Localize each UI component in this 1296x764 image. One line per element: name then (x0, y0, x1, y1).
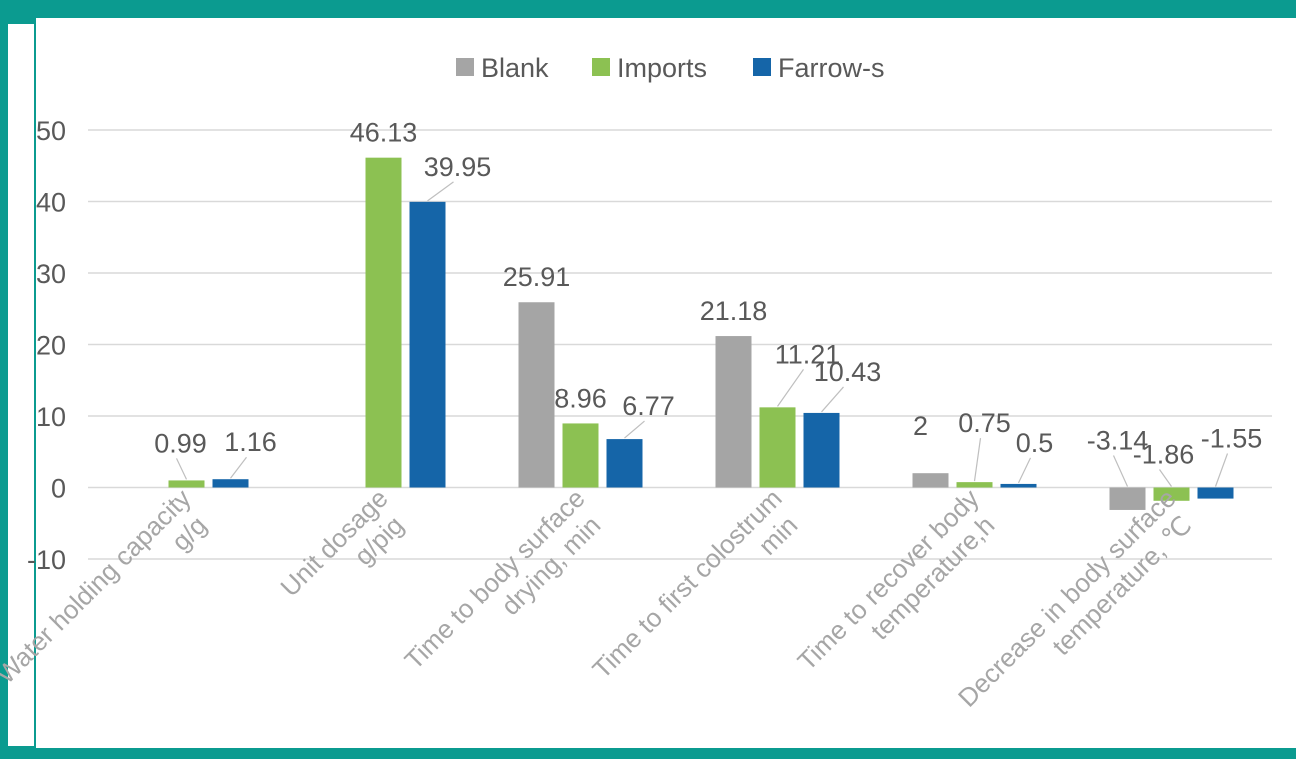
gridlines (88, 129, 1272, 560)
leader-line (821, 386, 844, 413)
bar-blank (1109, 487, 1146, 510)
y-tick-label: -10 (27, 545, 66, 575)
category-label-line: Time to recover body (792, 483, 985, 676)
bar-imports (365, 157, 402, 488)
bar-imports (562, 423, 599, 488)
bar-imports (956, 482, 993, 488)
bar-imports (1153, 487, 1190, 501)
data-label: 46.13 (350, 118, 418, 148)
leader-line (973, 438, 982, 482)
category-labels: Water holding capacityg/g Unit dosageg/pi… (0, 483, 1197, 713)
legend-swatch (456, 58, 474, 76)
bar-farrow-s (1197, 487, 1234, 499)
data-label: 39.95 (424, 152, 492, 182)
category-label: Time to recover bodytemperature,h (792, 483, 1006, 697)
legend-swatch (753, 58, 771, 76)
frame-top (0, 0, 1296, 18)
legend-item-blank: Blank (456, 53, 549, 83)
y-tick-label: 30 (36, 259, 66, 289)
bars (168, 157, 1234, 510)
data-label: 21.18 (700, 296, 768, 326)
legend: Blank Imports Farrow-s (456, 53, 885, 83)
data-label: 2 (913, 411, 928, 441)
data-label: 0.99 (154, 428, 207, 458)
data-label: 0.5 (1016, 428, 1054, 458)
leader-line (175, 458, 188, 480)
data-label: -1.86 (1133, 440, 1195, 470)
data-label: 10.43 (814, 357, 882, 387)
frame-left-inset (8, 24, 34, 746)
bar-blank (715, 336, 752, 488)
leader-line (1159, 469, 1172, 487)
data-label: 11.21 (775, 339, 841, 369)
data-label: -3.14 (1087, 426, 1149, 456)
legend-swatch (592, 58, 610, 76)
bar-imports (759, 407, 796, 488)
bar-blank (912, 473, 949, 488)
y-axis: 50 40 30 20 10 0 -10 (27, 116, 66, 575)
bar-farrow-s (803, 412, 840, 488)
y-tick-label: 50 (36, 116, 66, 146)
legend-label: Farrow-s (778, 53, 885, 83)
leader-line (1214, 453, 1229, 487)
y-tick-label: 0 (51, 474, 66, 504)
leader-line (777, 369, 804, 407)
bar-imports (168, 480, 205, 488)
legend-label: Imports (617, 53, 707, 83)
leader-line (230, 456, 247, 479)
frame-bottom (0, 748, 1296, 759)
legend-item-imports: Imports (592, 53, 707, 83)
category-label: Time to first colostrummin (586, 483, 809, 706)
bar-blank (518, 302, 555, 488)
bar-farrow-s (409, 201, 446, 488)
data-label: 0.75 (958, 408, 1011, 438)
leader-line (624, 420, 645, 439)
data-label: 8.96 (554, 383, 607, 413)
data-label: -1.55 (1201, 424, 1263, 454)
category-label-line: Time to first colostrum (586, 483, 787, 684)
category-label-line: Time to body surface (399, 483, 591, 675)
data-label: 25.91 (503, 262, 571, 292)
data-label: 1.16 (224, 427, 277, 457)
legend-label: Blank (481, 53, 549, 83)
bar-farrow-s (212, 479, 249, 488)
legend-item-farrow-s: Farrow-s (753, 53, 885, 83)
y-tick-label: 40 (36, 188, 66, 218)
category-label: Time to body surfacedrying, min (399, 483, 612, 696)
y-tick-label: 20 (36, 331, 66, 361)
leader-line (1112, 455, 1129, 487)
bar-farrow-s (606, 439, 643, 488)
data-label: 6.77 (622, 391, 675, 421)
leader-line (1017, 457, 1032, 484)
y-tick-label: 10 (36, 402, 66, 432)
leader-line (427, 181, 454, 202)
category-label: Unit dosageg/pig (274, 483, 415, 624)
bar-farrow-s (1000, 483, 1037, 488)
